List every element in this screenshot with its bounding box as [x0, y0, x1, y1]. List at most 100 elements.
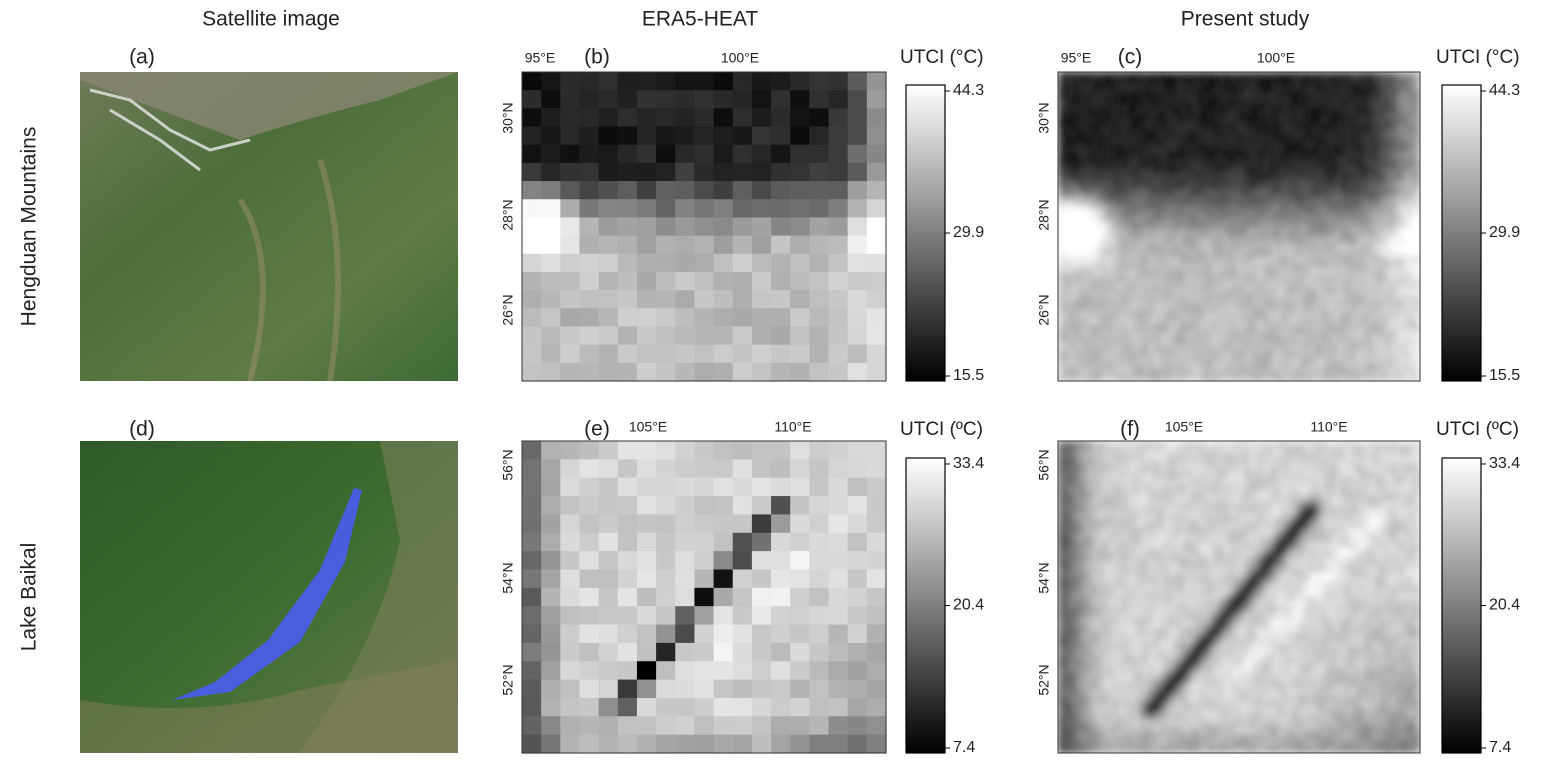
heat-cell: [1249, 336, 1255, 342]
heat-cell: [1058, 341, 1064, 347]
heat-cell: [1269, 107, 1275, 113]
heat-cell: [1073, 261, 1079, 267]
heat-cell: [1128, 127, 1134, 133]
heat-cell: [1209, 236, 1215, 242]
heat-cell: [1209, 202, 1215, 208]
heat-cell: [1254, 336, 1260, 342]
heat-cell: [1068, 117, 1074, 123]
heat-cell: [1058, 117, 1064, 123]
heat-cell: [637, 254, 657, 273]
heat-cell: [1335, 197, 1341, 203]
heat-cell: [1118, 202, 1124, 208]
heat-cell: [1269, 177, 1275, 183]
heat-cell: [1350, 172, 1356, 178]
heat-cell: [1143, 212, 1149, 218]
heat-cell: [1264, 351, 1270, 357]
heat-cell: [1410, 256, 1416, 262]
heat-cell: [618, 90, 638, 109]
heat-cell: [1375, 202, 1381, 208]
heat-cell: [1093, 301, 1099, 307]
heat-cell: [1340, 217, 1346, 223]
heat-cell: [1098, 341, 1104, 347]
heat-cell: [1088, 202, 1094, 208]
heat-cell: [1289, 251, 1295, 257]
heat-cell: [1299, 301, 1305, 307]
heat-cell: [1410, 316, 1416, 322]
heat-cell: [1294, 122, 1300, 128]
heat-cell: [1239, 241, 1245, 247]
heat-cell: [1395, 107, 1401, 113]
heat-cell: [790, 441, 810, 460]
heat-cell: [1244, 256, 1250, 262]
heat-cell: [1395, 192, 1401, 198]
heat-cell: [1128, 301, 1134, 307]
heat-cell: [1244, 336, 1250, 342]
heat-cell: [1179, 331, 1185, 337]
heat-cell: [1138, 187, 1144, 193]
heat-cell: [1088, 236, 1094, 242]
heat-cell: [1209, 212, 1215, 218]
heat-cell: [1304, 207, 1310, 213]
heat-cell: [1088, 197, 1094, 203]
heat-cell: [1159, 202, 1165, 208]
heat-cell: [541, 217, 561, 236]
heat-cell: [1184, 311, 1190, 317]
heat-cell: [1078, 152, 1084, 158]
heat-cell: [1274, 296, 1280, 302]
heat-cell: [1103, 346, 1109, 352]
heat-cell: [1380, 351, 1386, 357]
heat-cell: [1093, 321, 1099, 327]
heat-cell: [1299, 172, 1305, 178]
heat-cell: [1284, 361, 1290, 367]
heat-cell: [1083, 331, 1089, 337]
heat-cell: [1395, 97, 1401, 103]
heat-cell: [1154, 241, 1160, 247]
heat-cell: [1078, 316, 1084, 322]
heat-cell: [1330, 326, 1336, 332]
heat-cell: [1375, 182, 1381, 188]
heat-cell: [1304, 122, 1310, 128]
heat-cell: [1143, 117, 1149, 123]
heat-cell: [1370, 202, 1376, 208]
heat-cell: [1335, 361, 1341, 367]
heat-cell: [1279, 102, 1285, 108]
heat-cell: [1319, 117, 1325, 123]
heat-cell: [1154, 236, 1160, 242]
heat-cell: [1073, 341, 1079, 347]
heat-cell: [1299, 152, 1305, 158]
heat-cell: [1385, 271, 1391, 277]
heat-cell: [1279, 97, 1285, 103]
heat-cell: [1058, 172, 1064, 178]
heat-cell: [1073, 286, 1079, 292]
heat-cell: [867, 217, 887, 236]
heat-cell: [1204, 306, 1210, 312]
heat-cell: [1204, 222, 1210, 228]
heat-cell: [1405, 117, 1411, 123]
heat-cell: [1254, 361, 1260, 367]
heat-cell: [1269, 227, 1275, 233]
heat-cell: [1164, 77, 1170, 83]
heat-cell: [1284, 77, 1290, 83]
heat-cell: [1340, 361, 1346, 367]
heat-cell: [1405, 222, 1411, 228]
heat-cell: [1390, 82, 1396, 88]
heat-cell: [1098, 246, 1104, 252]
heat-cell: [809, 90, 829, 109]
heat-cell: [1113, 97, 1119, 103]
heat-cell: [1063, 351, 1069, 357]
heat-cell: [1204, 207, 1210, 213]
heat-cell: [1400, 331, 1406, 337]
heat-cell: [1324, 102, 1330, 108]
heat-cell: [1108, 286, 1114, 292]
heat-cell: [1330, 147, 1336, 153]
heat-cell: [1350, 207, 1356, 213]
heat-cell: [1294, 266, 1300, 272]
heat-cell: [1088, 162, 1094, 168]
heat-cell: [1189, 326, 1195, 332]
heat-cell: [1199, 217, 1205, 223]
heat-cell: [1264, 142, 1270, 148]
heat-cell: [1405, 202, 1411, 208]
heat-cell: [1324, 341, 1330, 347]
heat-cell: [1083, 127, 1089, 133]
heat-cell: [1224, 182, 1230, 188]
